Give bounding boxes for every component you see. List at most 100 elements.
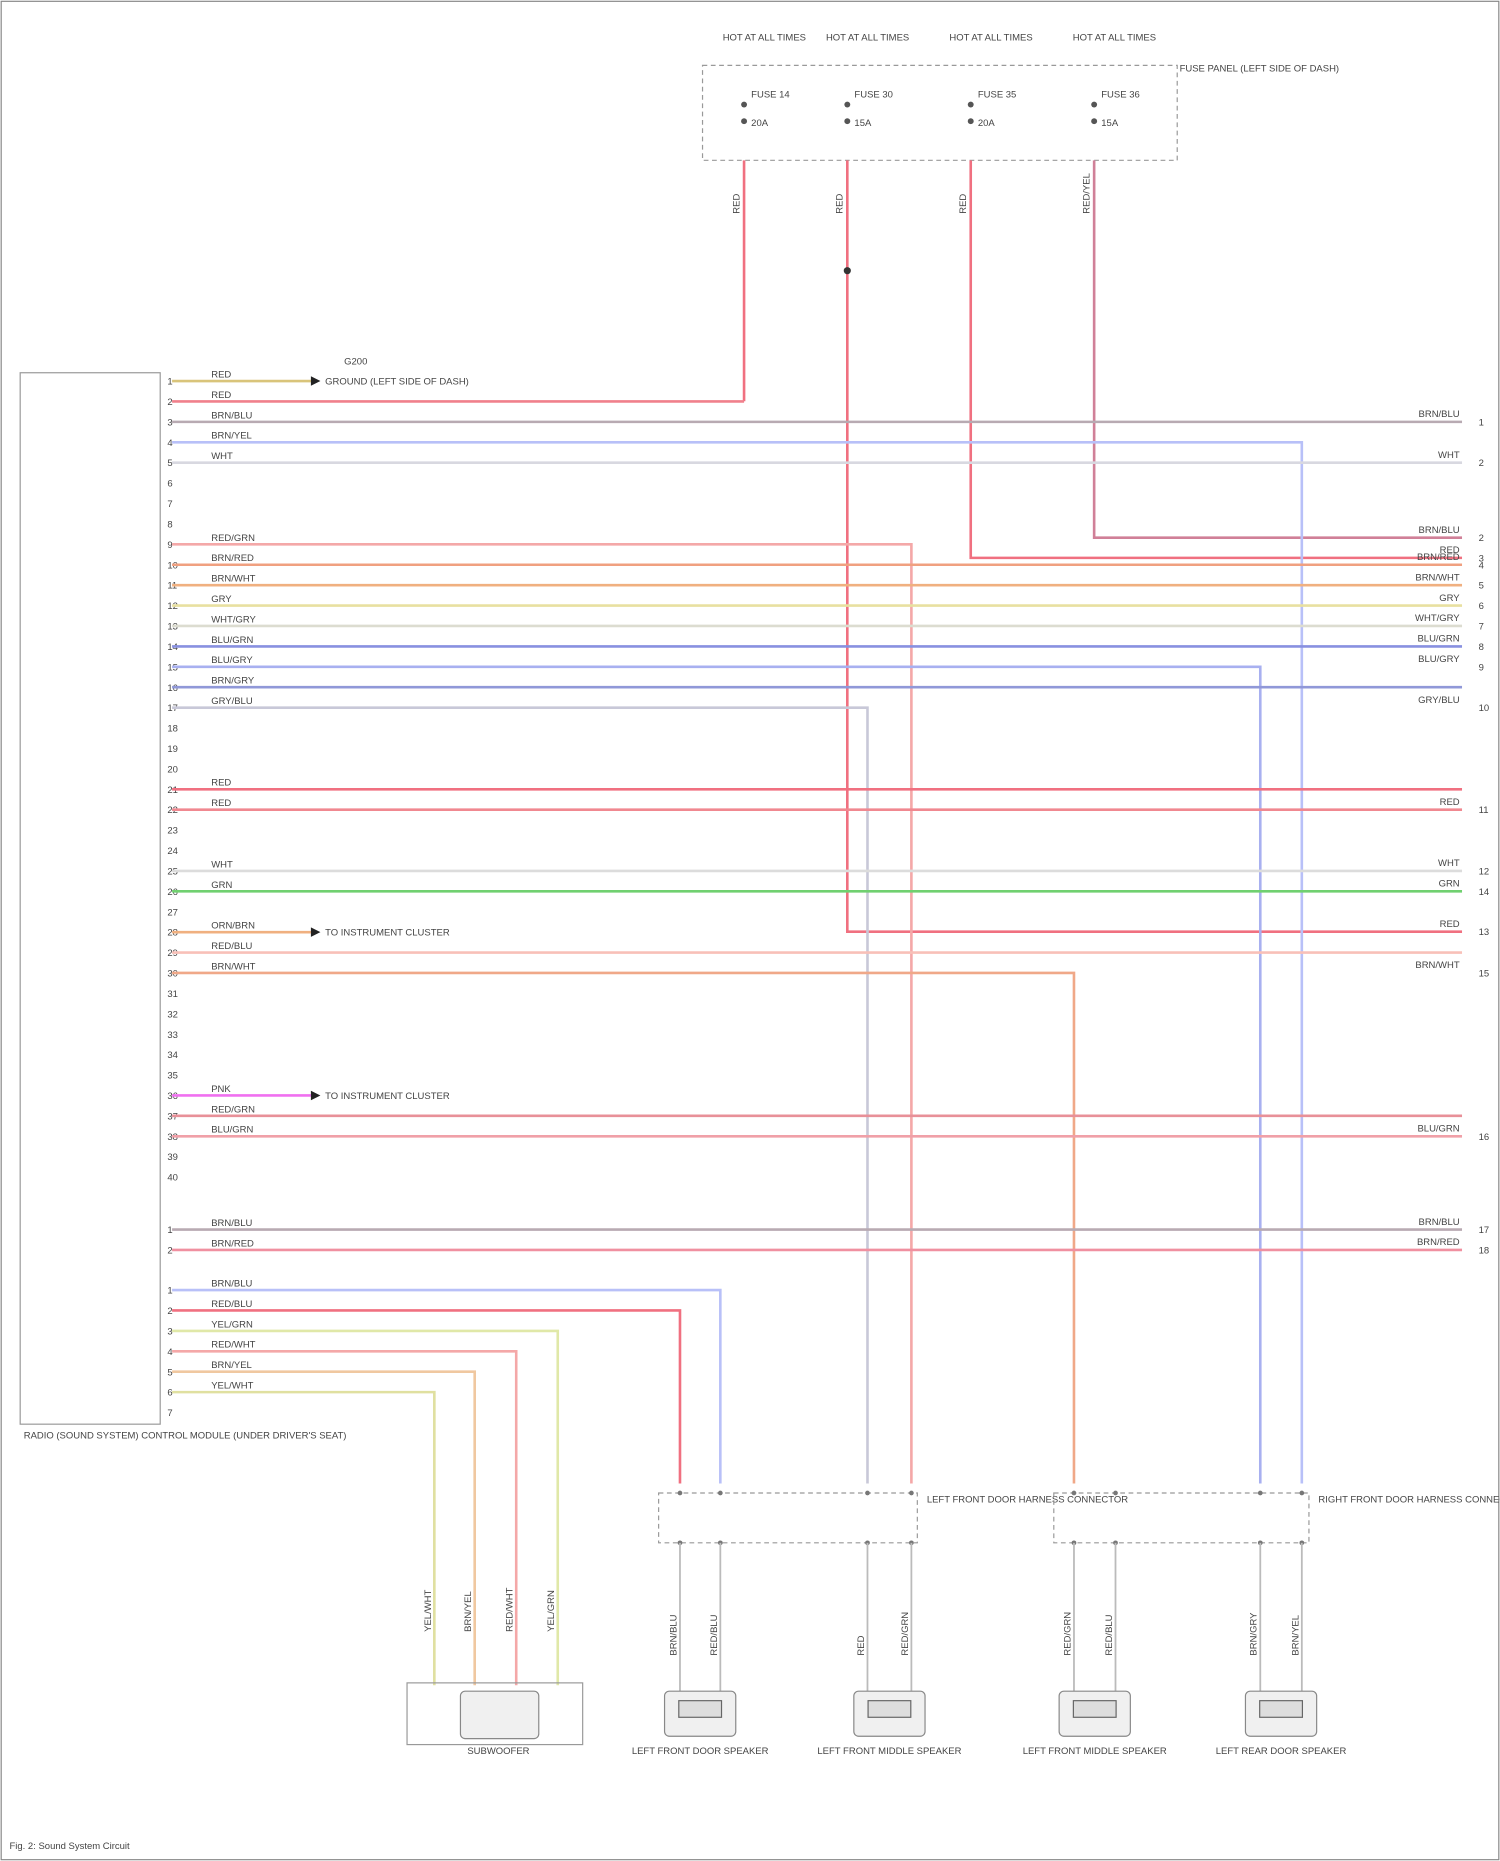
term-label: 15 [1479,969,1490,980]
sub-wire-label: YEL/WHT [423,1589,434,1631]
speaker-wire-label: RED/GRN [1062,1612,1073,1656]
wire-label: PNK [211,1084,231,1095]
wire-label: BLU/GRY [211,655,253,666]
wire-label: BRN/RED [211,553,254,564]
term-label: 13 [1479,927,1490,938]
end-label: BRN/WHT [1415,960,1459,971]
fuse-label: FUSE 14 [751,89,789,100]
wire [172,1390,436,1686]
speaker-label: LEFT FRONT DOOR SPEAKER [632,1746,769,1757]
pin-number: 20 [167,764,178,775]
speaker-wire-label: BRN/GRY [1249,1612,1260,1656]
pin-number: 40 [167,1173,178,1184]
wire [172,1350,518,1686]
speaker-wire-label: RED [856,1635,867,1655]
pin-number: 2 [167,1306,172,1317]
pin-number: 35 [167,1071,178,1082]
pin [909,1490,914,1496]
connector-label: LEFT FRONT DOOR HARNESS CONNECTOR [927,1494,1128,1505]
wire-label: RED [731,194,742,214]
wire-label: YEL/GRN [211,1319,253,1330]
speaker-label: LEFT FRONT MIDDLE SPEAKER [817,1746,961,1757]
wire-label: WHT [211,859,233,870]
wire-label: BRN/YEL [211,1360,252,1371]
speaker-wire-label: RED/GRN [900,1612,911,1656]
end-label: BLU/GRY [1418,654,1460,665]
pin-number: 9 [167,540,172,551]
arrow [310,376,321,386]
pin-number: 6 [167,1388,172,1399]
pin-number: 6 [167,479,172,490]
sub-wire-label: RED/WHT [505,1587,516,1631]
wire-label: WHT [211,451,233,462]
pin-number: 2 [167,397,172,408]
hot-label: HOT AT ALL TIMES [723,32,806,43]
fuse-label: FUSE 30 [854,89,892,100]
pin-number: 3 [167,1326,172,1337]
arrow [310,927,321,937]
wire-label: YEL/WHT [211,1381,253,1392]
wire-label: BRN/GRY [211,676,255,687]
end-label: RED [1440,919,1460,930]
ground-label: G200 [344,356,367,367]
wire-label: GRY/BLU [211,696,253,707]
wire-label: RED/GRN [211,533,255,544]
speaker-cone [867,1700,912,1718]
hot-label: HOT AT ALL TIMES [826,32,909,43]
wire [1092,160,1463,540]
pin [677,1490,683,1496]
end-label: BRN/BLU [1419,525,1460,536]
subwoofer-label: SUBWOOFER [467,1746,529,1757]
pin [1257,1490,1263,1496]
pin-number: 1 [167,1286,172,1297]
end-label: GRY/BLU [1418,695,1460,706]
wire-label: RED/WHT [211,1340,255,1351]
arrow-label: TO INSTRUMENT CLUSTER [325,1091,450,1102]
pin-number: 39 [167,1152,178,1163]
arrow [310,1090,321,1101]
speaker-wire-label: RED/BLU [1104,1614,1115,1655]
term-label: 2 [1479,533,1484,544]
wire [172,440,1304,1484]
arrow-label: TO INSTRUMENT CLUSTER [325,928,450,939]
pin-number: 1 [167,377,172,388]
arrow-label: GROUND (LEFT SIDE OF DASH) [325,377,469,388]
wire-label: RED/BLU [211,941,252,952]
wire-label: RED/BLU [211,1299,252,1310]
harness-connector [658,1492,918,1544]
module-box [19,372,161,1425]
pin [1299,1490,1305,1496]
term-label: 9 [1479,662,1484,673]
hot-label: HOT AT ALL TIMES [949,32,1032,43]
pin-number: 5 [167,1367,172,1378]
term-label: 6 [1479,601,1484,612]
wire-label: BLU/GRN [211,635,253,646]
sub-wire-label: BRN/YEL [463,1591,474,1632]
end-label: BLU/GRN [1417,1124,1459,1135]
pin-number: 31 [167,989,178,1000]
pin-number: 24 [167,846,178,857]
speaker-cone [1259,1700,1304,1718]
fuse-amp: 20A [751,118,769,129]
pin-number: 7 [167,1408,172,1419]
term-label: 8 [1479,642,1484,653]
pin-number: 32 [167,1009,178,1020]
speaker-cone [1072,1700,1117,1718]
wire [172,543,913,1484]
pin-number: 4 [167,1347,172,1358]
footer: Fig. 2: Sound System Circuit [9,1841,130,1852]
pin [865,1490,870,1496]
wire-label: RED [835,194,846,214]
end-label: WHT/GRY [1415,613,1460,624]
wire-label: RED/YEL [1081,173,1092,214]
fuse-node [967,118,974,125]
fuse-amp: 15A [854,118,872,129]
fuse-node [1091,101,1098,108]
pin [1113,1490,1118,1496]
speaker-label: LEFT FRONT MIDDLE SPEAKER [1023,1746,1167,1757]
wire [172,1288,722,1484]
wire-label: RED [211,778,231,789]
hot-label: HOT AT ALL TIMES [1073,32,1156,43]
